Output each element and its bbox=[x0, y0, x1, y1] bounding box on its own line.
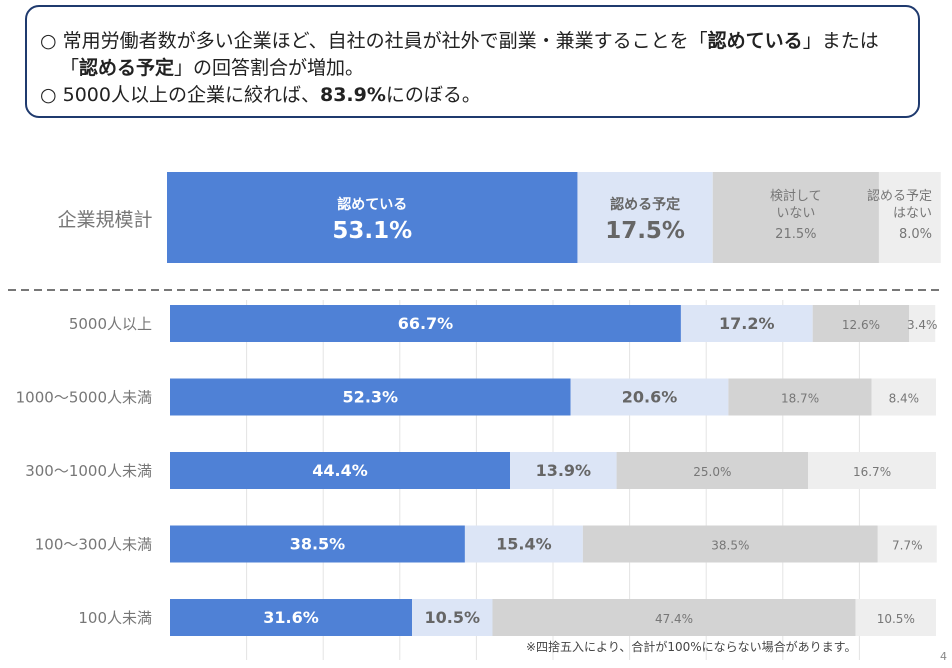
data-label: 12.6% bbox=[842, 318, 880, 332]
bar-segment bbox=[582, 525, 878, 563]
bar-segment bbox=[170, 378, 571, 416]
bar-segment bbox=[464, 525, 583, 563]
footnote: ※四捨五入により、合計が100%にならない場合があります。 bbox=[526, 640, 857, 654]
data-label: 10.5% bbox=[877, 612, 915, 626]
total-category-label: 企業規模計 bbox=[57, 209, 152, 231]
bar-segment bbox=[170, 525, 465, 563]
total-segment-name: 認める予定 bbox=[610, 196, 680, 213]
total-segment-name: はない bbox=[893, 206, 932, 221]
total-bar-segment bbox=[712, 172, 879, 263]
data-label: 20.6% bbox=[622, 388, 678, 407]
total-bar-segment bbox=[167, 172, 578, 263]
category-label: 1000～5000人未満 bbox=[16, 389, 152, 407]
total-segment-name: 認めている bbox=[337, 196, 407, 213]
bar-segment bbox=[170, 305, 681, 342]
data-label: 38.5% bbox=[711, 539, 749, 553]
data-label: 18.7% bbox=[781, 392, 819, 406]
total-segment-name: いない bbox=[776, 206, 815, 221]
bar-segment bbox=[812, 305, 910, 342]
total-segment-name: 検討して bbox=[770, 188, 822, 204]
data-label: 66.7% bbox=[398, 314, 454, 333]
total-segment-value: 8.0% bbox=[899, 227, 932, 242]
total-segment-value: 17.5% bbox=[605, 218, 685, 244]
total-segment-value: 53.1% bbox=[332, 218, 412, 244]
data-label: 15.4% bbox=[496, 535, 552, 554]
bar-segment bbox=[570, 378, 729, 416]
bar-segment bbox=[412, 599, 493, 636]
page-number: 4 bbox=[940, 650, 947, 663]
bar-segment bbox=[871, 378, 936, 416]
data-label: 8.4% bbox=[889, 392, 920, 406]
bar-segment bbox=[808, 452, 936, 489]
summary-line-2: 「認める予定」の回答割合が増加。 bbox=[60, 57, 365, 79]
data-label: 3.4% bbox=[907, 318, 938, 332]
total-segment-name: 認める予定 bbox=[867, 188, 932, 204]
bar-segment bbox=[877, 525, 937, 563]
bar-segment bbox=[510, 452, 617, 489]
bar-segment bbox=[492, 599, 856, 636]
data-label: 38.5% bbox=[290, 535, 346, 554]
bar-segment bbox=[909, 305, 936, 342]
bar-segment bbox=[170, 599, 413, 636]
total-bar-segment bbox=[878, 172, 941, 263]
data-label: 7.7% bbox=[892, 539, 923, 553]
summary-line-3: ○ 5000人以上の企業に絞れば、83.9%にのぼる。 bbox=[40, 84, 481, 106]
category-label: 300～1000人未満 bbox=[25, 462, 152, 480]
bar-segment bbox=[170, 452, 511, 489]
data-label: 17.2% bbox=[719, 314, 775, 333]
total-bar-segment bbox=[577, 172, 713, 263]
summary-box bbox=[25, 5, 920, 118]
summary-line-1: ○ 常用労働者数が多い企業ほど、自社の社員が社外で副業・兼業することを「認めてい… bbox=[40, 30, 879, 52]
data-label: 52.3% bbox=[343, 388, 399, 407]
data-label: 13.9% bbox=[536, 461, 592, 480]
bar-segment bbox=[855, 599, 936, 636]
category-label: 100～300人未満 bbox=[35, 536, 152, 554]
data-label: 44.4% bbox=[312, 461, 368, 480]
bar-segment bbox=[616, 452, 809, 489]
data-label: 47.4% bbox=[655, 612, 693, 626]
data-label: 25.0% bbox=[693, 465, 731, 479]
data-label: 16.7% bbox=[853, 465, 891, 479]
bar-segment bbox=[728, 378, 872, 416]
category-label: 100人未満 bbox=[78, 609, 152, 627]
category-label: 5000人以上 bbox=[69, 315, 152, 333]
data-label: 31.6% bbox=[263, 608, 319, 627]
total-segment-value: 21.5% bbox=[775, 227, 816, 242]
data-label: 10.5% bbox=[425, 608, 481, 627]
bar-segment bbox=[680, 305, 813, 342]
